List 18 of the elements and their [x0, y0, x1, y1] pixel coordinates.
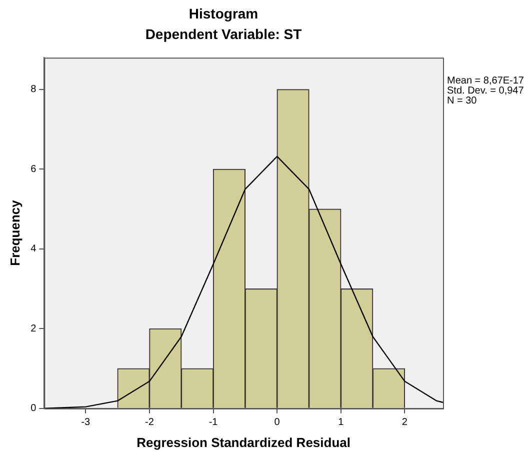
text: Mean = 8,67E-17: [447, 75, 524, 86]
x-tick-label: 1: [338, 417, 344, 428]
text: N = 30: [447, 95, 478, 106]
x-tick-label: -1: [208, 417, 218, 428]
chart-title: Histogram: [188, 5, 258, 22]
x-tick-label: 0: [274, 417, 280, 428]
y-tick-label: 6: [30, 164, 37, 175]
y-tick-label: 8: [30, 84, 37, 96]
y-axis-title: Frequency: [7, 199, 22, 266]
y-tick-label: 0: [30, 403, 37, 414]
x-tick-label: -3: [81, 417, 91, 428]
text: Std. Dev. = 0,947: [447, 85, 524, 96]
chart-subtitle: Dependent Variable: ST: [145, 26, 302, 42]
x-tick-label: -2: [145, 417, 154, 428]
x-tick-label: 2: [402, 417, 408, 428]
y-tick-label: 2: [30, 323, 37, 334]
x-axis-title: Regression Standardized Residual: [136, 434, 351, 450]
y-tick-label: 4: [30, 244, 37, 255]
